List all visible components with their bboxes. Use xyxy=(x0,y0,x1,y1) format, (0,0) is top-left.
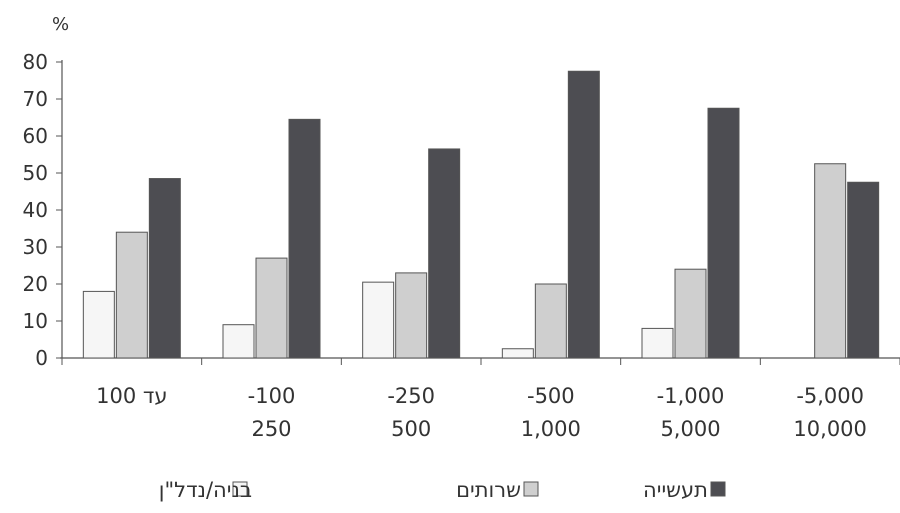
category-label-line: 100- xyxy=(248,384,296,408)
y-tick-label: 10 xyxy=(23,309,48,333)
legend-swatch xyxy=(232,481,248,497)
bar xyxy=(148,178,181,359)
y-tick-label: 60 xyxy=(23,124,48,148)
category-label: 100- 250 xyxy=(248,384,296,441)
y-tick-label: 20 xyxy=(23,272,48,296)
bar xyxy=(674,268,707,359)
x-axis-labels: עד 100 100- 250 250- 500 500- 1,000 1,000- 5,000… xyxy=(96,384,867,441)
bar xyxy=(82,290,115,359)
bars xyxy=(82,70,880,359)
category-label-line: 1,000 xyxy=(521,417,581,441)
category-label: 1,000- 5,000 xyxy=(657,384,725,441)
category-label-line: 5,000 xyxy=(660,417,720,441)
legend-swatch xyxy=(710,481,726,497)
legend-label: שרותים xyxy=(456,478,521,502)
bar xyxy=(534,283,567,359)
bar xyxy=(641,327,674,359)
category-label-line: עד 100 xyxy=(96,384,167,408)
category-label: 5,000- 10,000 xyxy=(793,384,866,441)
category-label-line: 1,000- xyxy=(657,384,725,408)
legend: תעשייה שרותים בניה/נדל"ן xyxy=(159,478,726,502)
bar xyxy=(847,181,880,359)
bar xyxy=(255,257,288,359)
bar xyxy=(115,231,148,359)
y-tick-label: 30 xyxy=(23,235,48,259)
category-label: עד 100 xyxy=(96,384,167,408)
bar xyxy=(814,163,847,359)
bar xyxy=(288,118,321,359)
legend-swatch xyxy=(523,481,539,497)
bar xyxy=(362,281,395,359)
category-label-line: 10,000 xyxy=(793,417,866,441)
y-tick-label: 80 xyxy=(23,50,48,74)
legend-label: תעשייה xyxy=(643,478,708,502)
y-axis-unit-label: % xyxy=(52,14,69,35)
category-label-line: 5,000- xyxy=(796,384,864,408)
y-tick-label: 0 xyxy=(35,346,48,370)
y-tick-label: 40 xyxy=(23,198,48,222)
y-tick-label: 70 xyxy=(23,87,48,111)
category-label: 250- 500 xyxy=(387,384,435,441)
bar xyxy=(395,272,428,359)
category-label-line: 250 xyxy=(251,417,291,441)
y-axis-ticks: 0 10 20 30 40 50 60 70 80 xyxy=(23,50,62,370)
bar xyxy=(501,348,534,359)
bar xyxy=(707,107,740,359)
bar xyxy=(567,70,600,359)
axes xyxy=(60,60,900,365)
y-tick-label: 50 xyxy=(23,161,48,185)
category-label-line: 250- xyxy=(387,384,435,408)
category-label: 500- 1,000 xyxy=(521,384,581,441)
legend-label: בניה/נדל"ן xyxy=(159,478,252,502)
category-label-line: 500 xyxy=(391,417,431,441)
bar xyxy=(428,148,461,359)
bar xyxy=(222,324,255,359)
category-label-line: 500- xyxy=(527,384,575,408)
